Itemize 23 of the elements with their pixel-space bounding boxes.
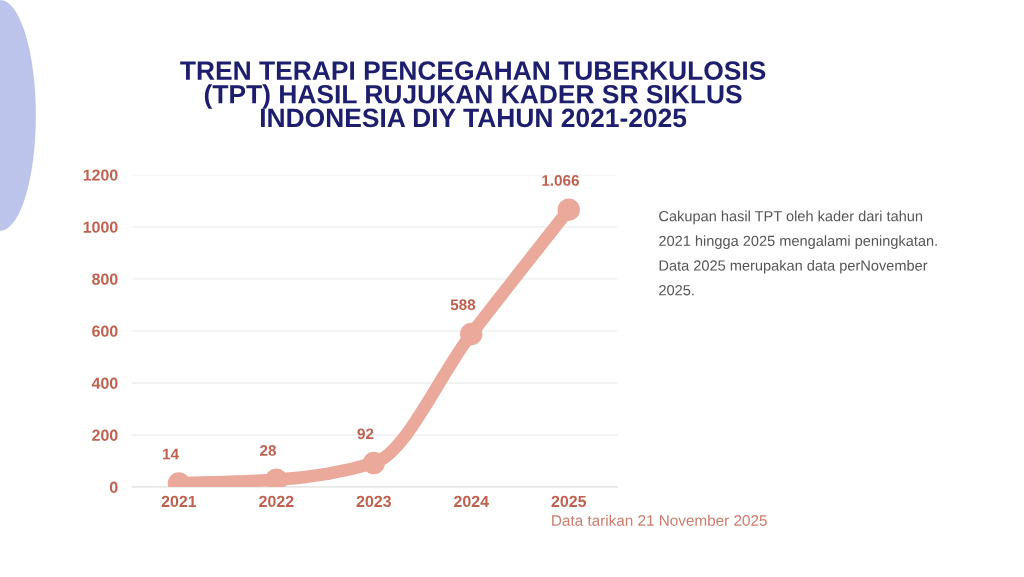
data-label: 1.066 (542, 175, 579, 186)
x-tick-label: 2022 (259, 495, 294, 508)
y-tick-label: 800 (92, 273, 118, 285)
y-tick-label: 1200 (83, 169, 118, 181)
text: Cakupan hasil TPT oleh kader dari tahun 2021 hingga 2025 mengalami peningkatan. Data 2025 merupakan data perNovember 2025. (659, 210, 937, 296)
point (362, 451, 386, 475)
x-tick-label: 2021 (161, 495, 197, 508)
point (460, 322, 483, 346)
data-label: 14 (163, 448, 179, 460)
data-label: 28 (260, 445, 277, 456)
y-tick-label: 600 (92, 325, 118, 337)
y-tick-label: 400 (91, 377, 118, 389)
y-tick-label: 200 (92, 429, 118, 441)
point (557, 198, 580, 221)
data-label: 92 (357, 428, 374, 440)
chart-title: TREN TERAPI PENCEGAHAN TUBERKULOSIS (TPT) HASIL RUJUKAN KADER SR SIKLUS INDONESIA DIY TAHUN 2021-2025 (180, 61, 766, 128)
text: Data tarikan 21 November 2025 (552, 514, 767, 526)
data-label: 588 (450, 299, 476, 311)
y-tick-label: 0 (109, 481, 118, 493)
y-tick-label: 1000 (83, 221, 118, 233)
x-tick-label: 2024 (454, 495, 489, 508)
x-tick-label: 2023 (356, 495, 391, 508)
x-tick-label: 2025 (551, 495, 587, 508)
